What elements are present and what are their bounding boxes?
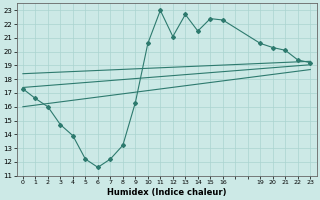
X-axis label: Humidex (Indice chaleur): Humidex (Indice chaleur): [107, 188, 226, 197]
